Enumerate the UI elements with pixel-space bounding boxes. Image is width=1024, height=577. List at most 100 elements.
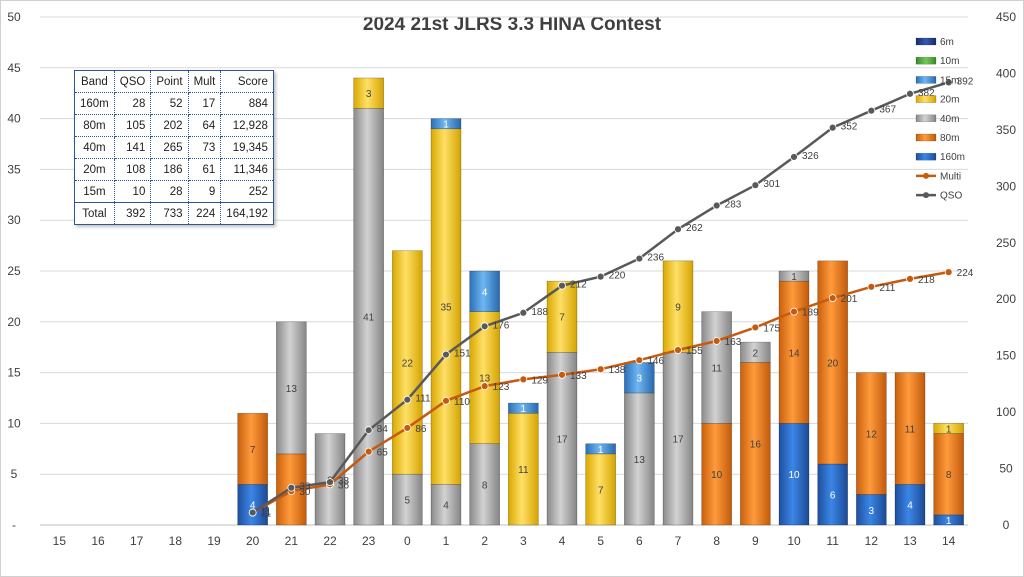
bar-20m xyxy=(508,412,539,526)
bar-20m xyxy=(430,128,462,485)
legend-label-160m: 160m xyxy=(940,152,965,163)
bar-data-label: 10 xyxy=(711,470,723,481)
y2-tick-label: 150 xyxy=(996,349,1016,363)
point-label-Multi: 86 xyxy=(415,424,427,435)
y2-tick-label: 400 xyxy=(996,66,1016,80)
x-tick-label: 14 xyxy=(942,534,956,548)
table-cell: 28 xyxy=(113,92,152,115)
table-cell: 20m xyxy=(74,158,115,181)
bar-20m xyxy=(662,260,694,353)
point-label-QSO: 11 xyxy=(261,507,272,518)
bar-data-label: 17 xyxy=(556,435,568,446)
point-label-QSO: 84 xyxy=(377,424,389,435)
point-QSO xyxy=(828,123,837,132)
bar-data-label: 2 xyxy=(753,348,759,359)
point-Multi xyxy=(790,307,798,316)
point-label-QSO: 38 xyxy=(338,476,350,487)
y2-tick-label: 0 xyxy=(1003,518,1010,532)
bar-data-label: 7 xyxy=(598,485,604,496)
bar-80m xyxy=(778,280,810,424)
point-label-Multi: 123 xyxy=(493,382,510,393)
bar-data-label: 1 xyxy=(946,516,952,527)
legend-swatch-80m xyxy=(915,133,937,142)
legend-label-80m: 80m xyxy=(940,133,959,144)
point-label-QSO: 326 xyxy=(802,151,819,162)
bar-15m xyxy=(585,443,616,455)
table-cell: 80m xyxy=(74,114,115,137)
bar-160m xyxy=(894,484,926,526)
table-cell: 28 xyxy=(150,180,189,203)
table-cell: 19,345 xyxy=(220,136,274,159)
bar-15m xyxy=(430,118,462,130)
bar-data-label: 10 xyxy=(788,470,800,481)
point-label-Multi: 138 xyxy=(609,365,626,376)
x-tick-label: 18 xyxy=(169,534,183,548)
table-cell: 733 xyxy=(150,202,189,225)
point-QSO xyxy=(751,181,760,190)
bar-80m xyxy=(237,412,268,485)
table-header-cell: Mult xyxy=(187,70,222,93)
bar-15m xyxy=(508,402,539,414)
point-Multi xyxy=(944,268,953,277)
bar-data-label: 9 xyxy=(675,303,681,314)
point-label-Multi: 129 xyxy=(531,375,548,386)
bar-data-label: 13 xyxy=(634,455,646,466)
table-row: 20m 108 186 61 11,346 xyxy=(74,158,274,181)
bar-80m xyxy=(894,372,926,485)
point-label-Multi: 30 xyxy=(299,487,311,498)
bar-data-label: 22 xyxy=(402,358,414,369)
y2-tick-label: 450 xyxy=(996,10,1016,24)
bar-40m xyxy=(392,473,423,526)
x-tick-label: 8 xyxy=(713,534,720,548)
table-cell: 252 xyxy=(220,180,274,203)
bar-data-label: 13 xyxy=(286,384,298,395)
bar-data-label: 12 xyxy=(866,430,878,441)
y-tick-label: 20 xyxy=(7,315,21,329)
point-QSO xyxy=(326,478,334,487)
point-QSO xyxy=(712,201,721,210)
point-label-QSO: 262 xyxy=(686,223,703,234)
score-table: Band QSO Point Mult Score 160m 28 52 17 884 80m 105… xyxy=(74,70,274,225)
x-tick-label: 1 xyxy=(443,534,450,548)
y2-tick-label: 350 xyxy=(996,123,1016,137)
legend-label-Multi: Multi xyxy=(940,171,961,182)
table-cell: 61 xyxy=(187,158,222,181)
y-tick-label: 35 xyxy=(7,162,21,176)
bar-15m xyxy=(469,270,500,312)
table-cell: 392 xyxy=(113,202,152,225)
bar-data-label: 6 xyxy=(830,491,836,502)
bar-data-label: 13 xyxy=(479,374,491,385)
x-tick-label: 22 xyxy=(323,534,337,548)
point-Multi xyxy=(442,396,450,405)
bar-15m xyxy=(624,362,655,394)
x-axis: 15 16 17 18 19 20 21 22 23 0 1 2 3 4 5 6 7 8 9 10 11 12 13 14 xyxy=(53,534,956,548)
table-row: 160m 28 52 17 884 xyxy=(74,92,274,115)
bar-data-label: 3 xyxy=(869,506,875,517)
x-tick-label: 4 xyxy=(559,534,566,548)
point-QSO xyxy=(519,308,528,317)
point-label-Multi: 110 xyxy=(454,397,470,408)
bar-40m xyxy=(778,270,810,282)
x-tick-label: 16 xyxy=(91,534,105,548)
legend-swatch-6m xyxy=(915,37,937,46)
x-tick-label: 21 xyxy=(285,534,299,548)
point-QSO xyxy=(790,153,798,161)
x-tick-label: 19 xyxy=(207,534,221,548)
x-tick-label: 23 xyxy=(362,534,376,548)
point-label-QSO: 188 xyxy=(531,307,548,318)
table-header-row: Band QSO Point Mult Score xyxy=(74,70,274,93)
table-row: Total 392 733 224 164,192 xyxy=(74,202,274,225)
point-QSO xyxy=(442,350,450,359)
point-Multi xyxy=(480,382,489,391)
point-Multi xyxy=(712,337,721,345)
x-tick-label: 11 xyxy=(826,534,839,548)
legend-label-QSO: QSO xyxy=(940,191,962,202)
bar-40m xyxy=(546,351,578,526)
point-QSO xyxy=(674,225,682,234)
y-tick-label: 40 xyxy=(7,112,21,126)
legend-marker-Multi xyxy=(923,172,929,179)
table-cell: 164,192 xyxy=(220,202,274,225)
bar-data-label: 4 xyxy=(250,501,256,512)
table-cell: 224 xyxy=(187,202,222,225)
